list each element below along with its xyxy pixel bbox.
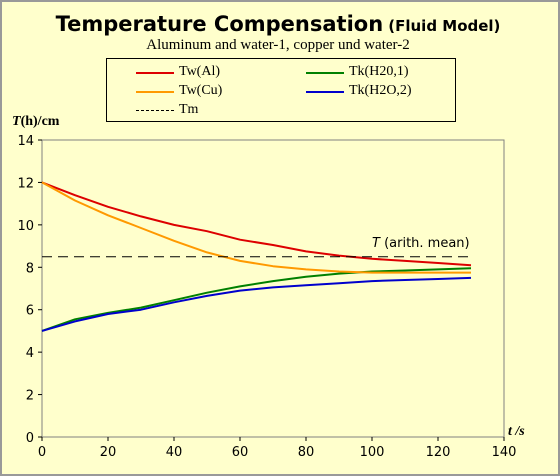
annotation-symbol: T — [372, 236, 381, 251]
x-tick-label: 40 — [166, 445, 183, 460]
y-axis-label: T(h)/cm — [12, 114, 59, 130]
y-tick-label: 4 — [26, 346, 34, 361]
series-line-tw-cu — [41, 181, 471, 274]
chart-title: Temperature Compensation (Fluid Model) — [0, 12, 556, 36]
legend-swatch-tm — [136, 110, 174, 111]
series-line-tw-al — [41, 181, 472, 267]
annotation-arith-mean: T (arith. mean) — [372, 236, 470, 251]
x-tick-label: 100 — [360, 445, 385, 460]
x-tick-label: 0 — [38, 445, 46, 460]
legend-label-tm: Tm — [179, 102, 199, 117]
chart-title-tag: (Fluid Model) — [388, 17, 501, 35]
series-line-tk-h2o-2 — [41, 276, 472, 332]
chart-title-main: Temperature Compensation — [55, 12, 384, 36]
y-axis-label-unit: (h)/cm — [20, 114, 60, 129]
plot-border — [41, 139, 505, 438]
y-tick-label: 6 — [26, 304, 34, 319]
legend-label-tk-h2o-2: Tk(H2O,2) — [349, 83, 412, 98]
y-axis-label-symbol: T — [12, 114, 21, 129]
legend-swatch-tk-h2o-2 — [306, 91, 344, 93]
y-tick-label: 2 — [26, 389, 34, 404]
legend-label-tk-h20-1: Tk(H20,1) — [349, 64, 409, 79]
legend-swatch-tw-al — [136, 72, 174, 74]
x-tick-label: 20 — [100, 445, 117, 460]
x-tick-label: 80 — [298, 445, 315, 460]
x-tick-label: 140 — [492, 445, 517, 460]
legend-swatch-tk-h20-1 — [306, 72, 344, 74]
y-tick-label: 12 — [17, 176, 34, 191]
chart-subtitle: Aluminum and water-1, copper und water-2 — [146, 37, 410, 53]
y-tick-label: 14 — [17, 134, 34, 149]
annotation-text: (arith. mean) — [380, 236, 470, 251]
y-tick-label: 0 — [26, 431, 34, 446]
legend-swatch-tw-cu — [136, 91, 174, 93]
legend-label-tw-al: Tw(Al) — [179, 64, 221, 79]
legend: Tw(Al) Tk(H20,1) Tw(Cu) Tk(H2O,2) Tm — [106, 58, 456, 122]
legend-label-tw-cu: Tw(Cu) — [179, 83, 223, 98]
x-tick-label: 120 — [426, 445, 451, 460]
y-tick-label: 8 — [26, 261, 34, 276]
series-line-tk-h20-1 — [41, 267, 472, 332]
y-tick-label: 10 — [17, 219, 34, 234]
x-axis-label: t /s — [508, 424, 525, 439]
x-tick-label: 60 — [232, 445, 249, 460]
